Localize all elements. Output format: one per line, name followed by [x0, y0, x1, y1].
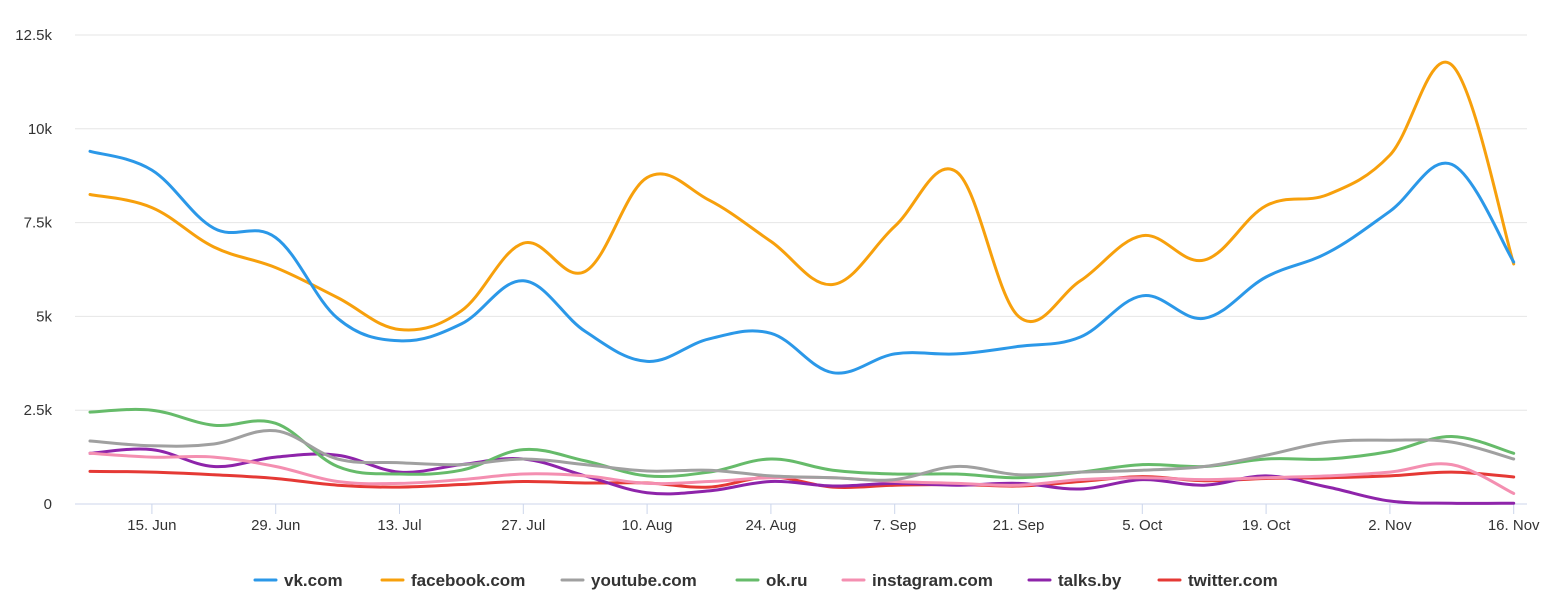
- legend-label-instagram-com: instagram.com: [872, 571, 993, 590]
- x-axis-labels: 15. Jun 29. Jun 13. Jul 27. Jul 10. Aug 24. A…: [127, 517, 1540, 534]
- x-tick-label: 2. Nov: [1368, 517, 1412, 534]
- legend-label-twitter-com: twitter.com: [1188, 571, 1278, 590]
- x-tick-label: 5. Oct: [1122, 517, 1163, 534]
- x-axis: [75, 503, 1527, 514]
- legend: vk.com facebook.com youtube.com ok.ru instag…: [253, 571, 1278, 590]
- y-tick-label: 2.5k: [24, 402, 53, 419]
- y-tick-label: 7.5k: [24, 215, 53, 232]
- y-axis-labels: 0 2.5k 5k 7.5k 10k 12.5k: [15, 27, 52, 513]
- series-line-facebook-com: [88, 60, 1516, 332]
- x-tick-label: 19. Oct: [1242, 517, 1291, 534]
- series-line-ok-ru: [88, 407, 1516, 480]
- legend-label-ok-ru: ok.ru: [766, 571, 808, 590]
- grid-lines: [75, 34, 1527, 411]
- x-tick-label: 7. Sep: [873, 517, 916, 534]
- x-tick-label: 24. Aug: [745, 517, 796, 534]
- y-tick-label: 0: [44, 496, 52, 513]
- y-tick-label: 10k: [28, 121, 53, 138]
- series-line-vk-com: [88, 149, 1516, 375]
- x-tick-label: 27. Jul: [501, 517, 545, 534]
- x-tick-label: 16. Nov: [1488, 517, 1540, 534]
- y-tick-label: 5k: [36, 308, 52, 325]
- series-line-youtube-com: [88, 428, 1516, 482]
- x-tick-label: 29. Jun: [251, 517, 300, 534]
- legend-label-talks-by: talks.by: [1058, 571, 1122, 590]
- x-tick-label: 13. Jul: [377, 517, 421, 534]
- legend-label-vk-com: vk.com: [284, 571, 343, 590]
- series-lines: [88, 60, 1516, 505]
- legend-label-facebook-com: facebook.com: [411, 571, 525, 590]
- x-tick-label: 15. Jun: [127, 517, 176, 534]
- legend-label-youtube-com: youtube.com: [591, 571, 697, 590]
- y-tick-label: 12.5k: [15, 27, 52, 44]
- x-tick-label: 21. Sep: [993, 517, 1045, 534]
- x-tick-label: 10. Aug: [622, 517, 673, 534]
